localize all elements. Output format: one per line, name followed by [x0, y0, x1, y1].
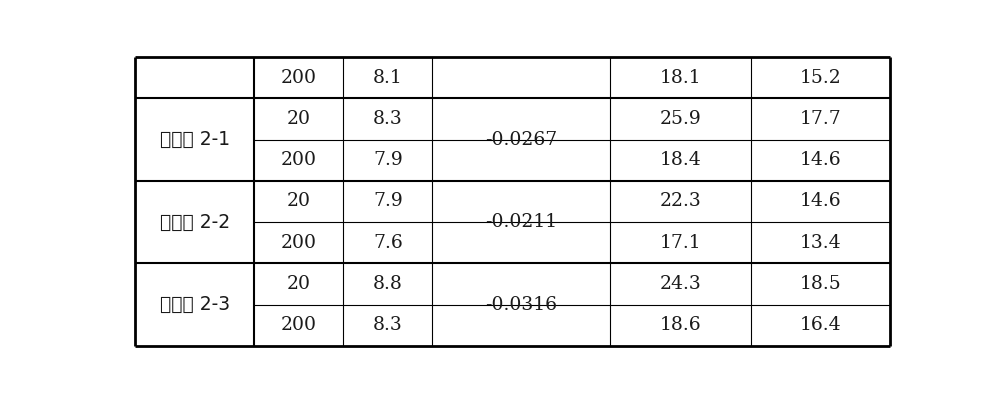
Text: 18.5: 18.5 [800, 275, 841, 293]
Text: 20: 20 [287, 275, 311, 293]
Text: 8.1: 8.1 [373, 69, 403, 87]
Text: 7.9: 7.9 [373, 192, 403, 211]
Text: 8.8: 8.8 [373, 275, 403, 293]
Text: 22.3: 22.3 [660, 192, 701, 211]
Text: 8.3: 8.3 [373, 110, 403, 128]
Text: 对比例 2-3: 对比例 2-3 [160, 295, 230, 314]
Text: 8.3: 8.3 [373, 316, 403, 334]
Text: 13.4: 13.4 [800, 234, 841, 252]
Text: 200: 200 [281, 69, 317, 87]
Text: 17.1: 17.1 [660, 234, 701, 252]
Text: 20: 20 [287, 110, 311, 128]
Text: 25.9: 25.9 [660, 110, 701, 128]
Text: 7.9: 7.9 [373, 151, 403, 169]
Text: 对比例 2-2: 对比例 2-2 [160, 213, 230, 232]
Text: 7.6: 7.6 [373, 234, 403, 252]
Text: 14.6: 14.6 [800, 151, 841, 169]
Text: -0.0267: -0.0267 [485, 130, 557, 148]
Text: 16.4: 16.4 [800, 316, 841, 334]
Text: 20: 20 [287, 192, 311, 211]
Text: 18.1: 18.1 [660, 69, 701, 87]
Text: 18.4: 18.4 [660, 151, 701, 169]
Text: 对比例 2-1: 对比例 2-1 [160, 130, 230, 149]
Text: 200: 200 [281, 234, 317, 252]
Text: 200: 200 [281, 316, 317, 334]
Text: -0.0316: -0.0316 [485, 296, 557, 314]
Text: 200: 200 [281, 151, 317, 169]
Text: 14.6: 14.6 [800, 192, 841, 211]
Text: -0.0211: -0.0211 [485, 213, 557, 231]
Text: 24.3: 24.3 [660, 275, 701, 293]
Text: 15.2: 15.2 [800, 69, 841, 87]
Text: 18.6: 18.6 [660, 316, 701, 334]
Text: 17.7: 17.7 [800, 110, 841, 128]
